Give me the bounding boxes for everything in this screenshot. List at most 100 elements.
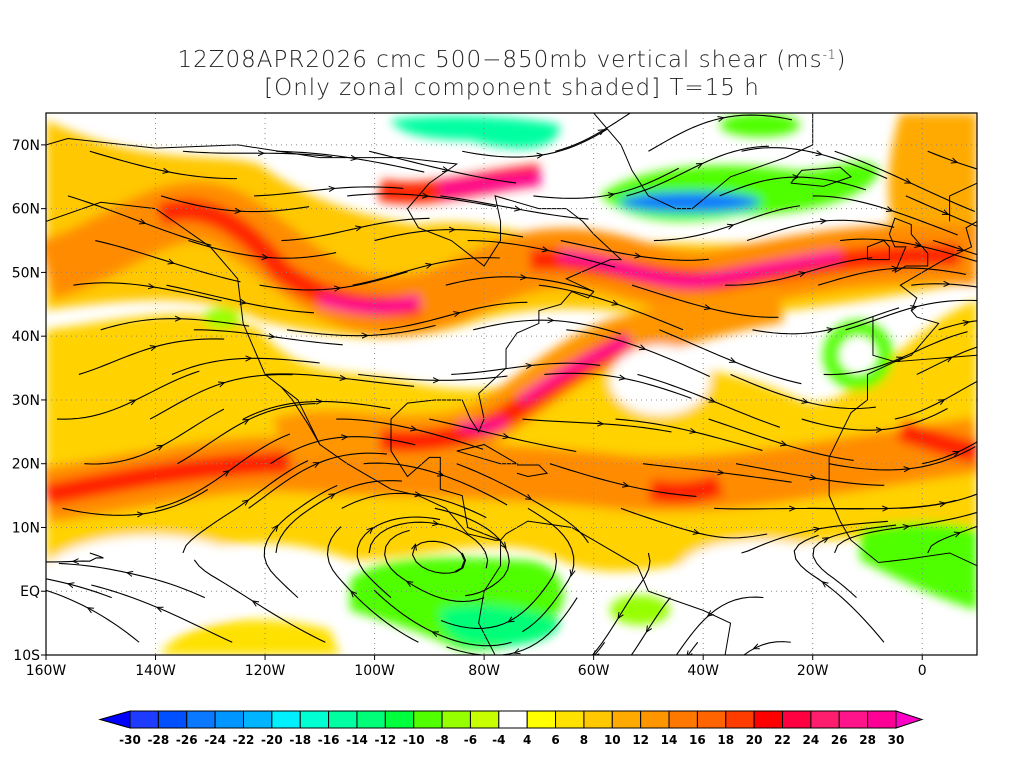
colorbar-label: -30 bbox=[119, 733, 141, 747]
streamline bbox=[353, 593, 419, 643]
coastline-britain bbox=[888, 217, 929, 273]
streamline bbox=[254, 189, 332, 197]
colorbar-label: 28 bbox=[859, 733, 876, 747]
chart-title-line2: [Only zonal component shaded] T=15 h bbox=[264, 75, 760, 101]
streamline bbox=[922, 453, 956, 465]
colorbar-label: 14 bbox=[661, 733, 678, 747]
colorbar-label: 8 bbox=[580, 733, 588, 747]
colorbar-label: 24 bbox=[803, 733, 820, 747]
streamline bbox=[960, 248, 977, 256]
streamline bbox=[132, 370, 200, 402]
streamline bbox=[149, 383, 222, 420]
x-tick-label: 120W bbox=[245, 663, 286, 679]
streamline bbox=[956, 441, 977, 454]
colorbar-swatch bbox=[384, 710, 415, 729]
streamline bbox=[56, 401, 133, 420]
map-frame bbox=[45, 112, 978, 656]
colorbar-swatch bbox=[186, 710, 216, 729]
streamline bbox=[62, 507, 140, 515]
streamline bbox=[384, 529, 410, 584]
colorbar-label: 10 bbox=[604, 733, 621, 747]
streamline bbox=[927, 150, 955, 161]
streamline bbox=[67, 195, 143, 223]
streamline bbox=[805, 401, 876, 410]
y-tick-label: 70N bbox=[12, 138, 40, 154]
streamline bbox=[412, 547, 467, 574]
colorbar-label: 22 bbox=[774, 733, 791, 747]
streamline bbox=[648, 118, 721, 152]
streamline bbox=[281, 228, 358, 242]
colorbar-swatch bbox=[810, 710, 840, 729]
shade-blue-greenland bbox=[620, 192, 760, 212]
streamline bbox=[642, 463, 721, 473]
streamline bbox=[73, 282, 151, 287]
streamline bbox=[435, 523, 489, 569]
streamline bbox=[171, 358, 249, 375]
streamline bbox=[353, 157, 425, 173]
streamline bbox=[879, 408, 948, 431]
x-tick-label: 40W bbox=[687, 663, 719, 679]
coastline-norway bbox=[949, 144, 977, 222]
streamline bbox=[242, 402, 319, 420]
streamline bbox=[182, 151, 261, 153]
streamline bbox=[933, 240, 960, 250]
streamline bbox=[440, 195, 517, 209]
streamline bbox=[445, 277, 524, 286]
streamline bbox=[275, 495, 332, 554]
streamline bbox=[707, 307, 779, 318]
streamline bbox=[816, 520, 888, 530]
streamline bbox=[957, 525, 977, 534]
colorbar-label: -14 bbox=[346, 733, 368, 747]
colorbar-swatch bbox=[611, 710, 642, 729]
streamline bbox=[373, 589, 436, 634]
shade-green-atl-south bbox=[610, 595, 670, 625]
streamline bbox=[363, 462, 441, 475]
streamline bbox=[945, 212, 977, 227]
streamline bbox=[720, 472, 792, 483]
streamline bbox=[818, 268, 895, 286]
streamline bbox=[166, 170, 237, 180]
streamline bbox=[916, 358, 950, 375]
colorbar-swatch bbox=[356, 710, 386, 729]
streamline bbox=[374, 230, 453, 242]
streamline bbox=[91, 584, 160, 609]
streamline bbox=[413, 428, 484, 450]
streamline bbox=[730, 373, 806, 401]
streamline bbox=[221, 374, 293, 384]
streamline bbox=[275, 150, 354, 158]
colorbar-swatch bbox=[129, 710, 159, 729]
streamline bbox=[95, 239, 171, 263]
shade-yellow-south bbox=[160, 619, 340, 655]
streamline bbox=[248, 464, 317, 509]
colorbar-label: -24 bbox=[204, 733, 226, 747]
streamline bbox=[735, 463, 813, 478]
shade-white-pacific bbox=[46, 535, 260, 625]
colorbar-label: 6 bbox=[551, 733, 559, 747]
streamline bbox=[46, 560, 76, 563]
streamline bbox=[414, 540, 466, 572]
streamline bbox=[619, 552, 651, 616]
streamline bbox=[178, 318, 250, 327]
streamline bbox=[380, 313, 457, 331]
streamline bbox=[265, 252, 337, 259]
streamline bbox=[440, 474, 508, 506]
shade-green-cutoff-low bbox=[823, 320, 893, 390]
streamlines bbox=[46, 113, 977, 655]
colorbar-swatch bbox=[242, 710, 273, 729]
colorbar-swatch bbox=[838, 710, 869, 729]
shade-green-arctic bbox=[390, 115, 560, 149]
streamline bbox=[456, 463, 529, 498]
streamline bbox=[746, 221, 823, 242]
colorbar-swatch bbox=[498, 710, 528, 729]
coastline-iceland bbox=[790, 166, 853, 187]
colorbar-label: -16 bbox=[318, 733, 340, 747]
y-tick-label: 10N bbox=[12, 520, 40, 536]
colorbar-label: -10 bbox=[403, 733, 425, 747]
streamline bbox=[615, 418, 694, 432]
streamline bbox=[142, 222, 212, 246]
streamline bbox=[732, 360, 802, 385]
colorbar-label: 26 bbox=[831, 733, 848, 747]
colorbar-swatch bbox=[214, 710, 244, 729]
streamline bbox=[829, 463, 907, 470]
colorbar-swatch bbox=[640, 710, 670, 729]
